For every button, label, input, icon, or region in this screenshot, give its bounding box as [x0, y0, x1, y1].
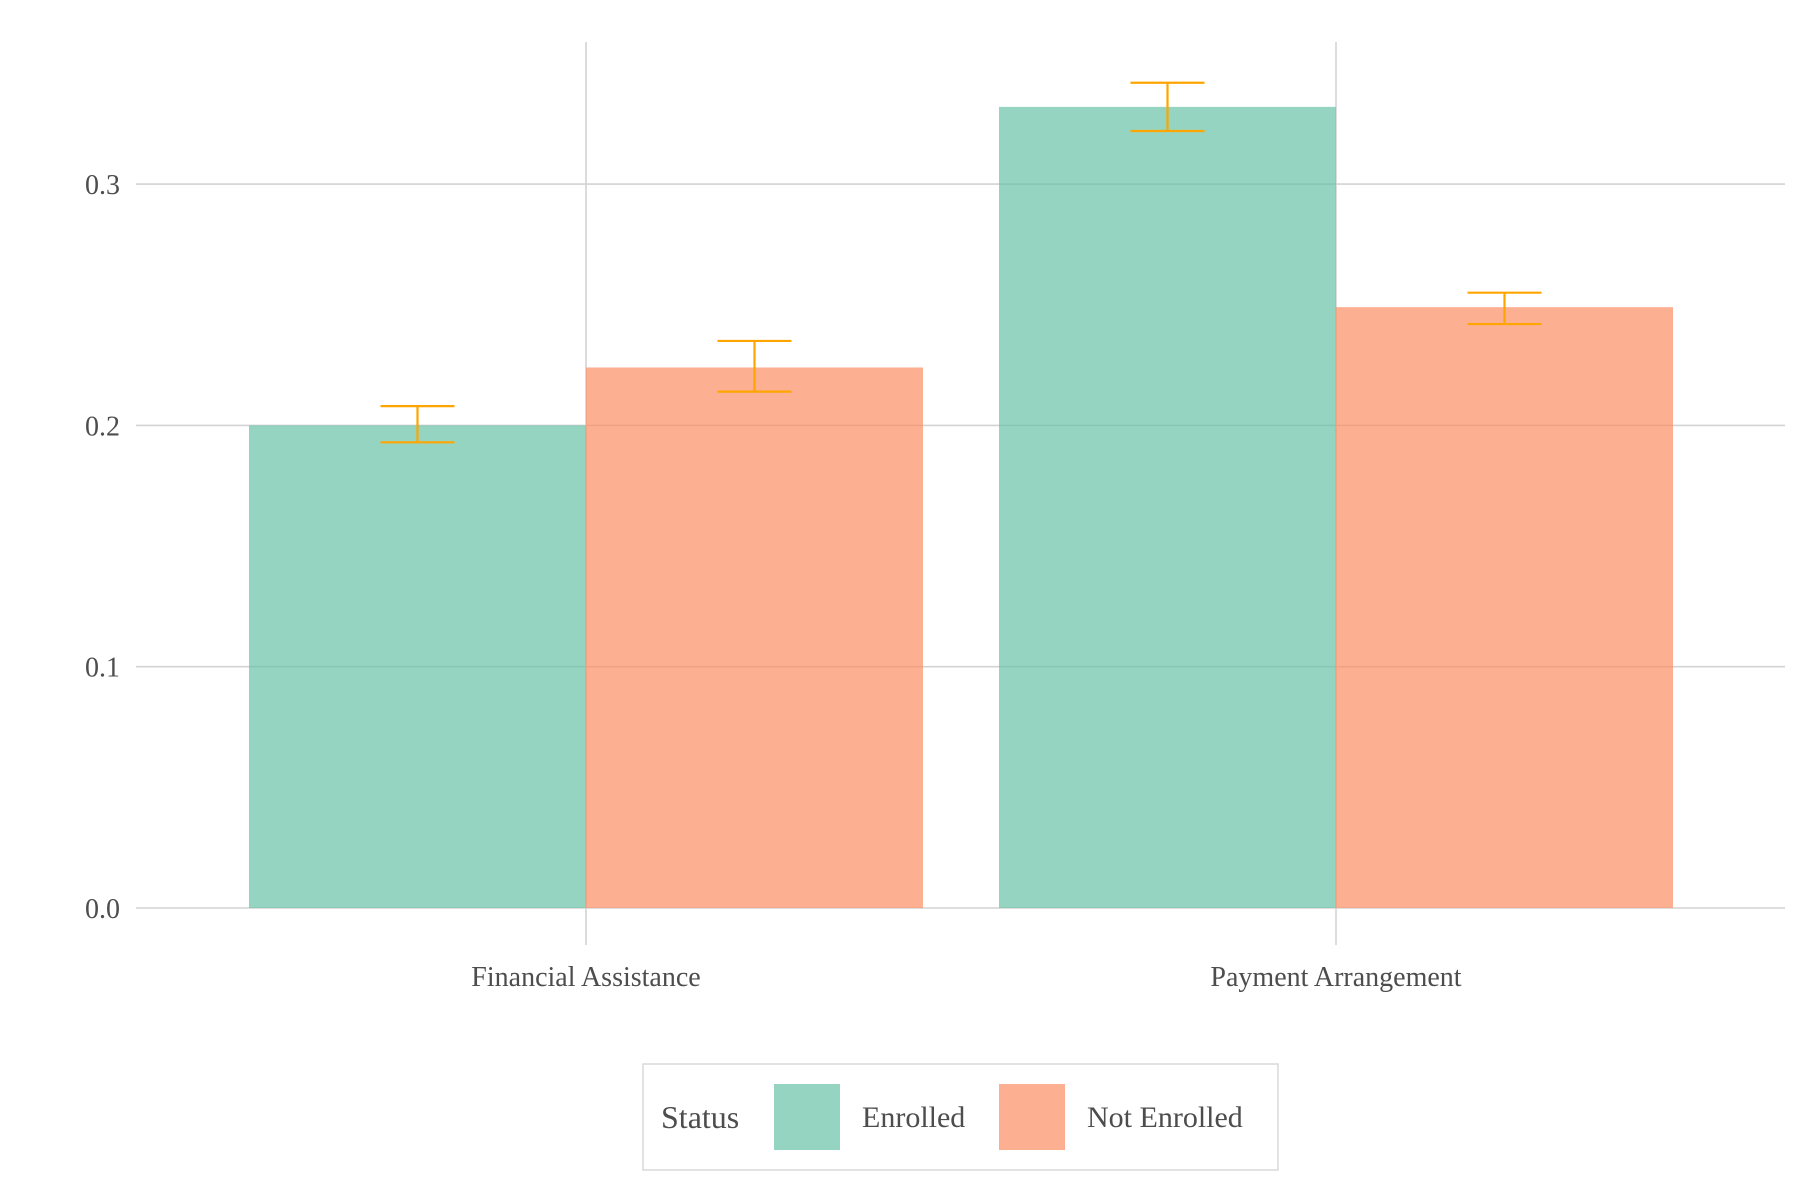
bar-enrolled [999, 106, 1336, 908]
y-tick-label: 0.3 [85, 170, 120, 201]
y-tick-label: 0.0 [85, 894, 120, 925]
y-tick-label: 0.1 [85, 653, 120, 684]
legend-box [642, 1063, 1279, 1171]
legend-label-not-enrolled: Not Enrolled [1087, 1101, 1243, 1134]
x-axis-tick-labels: Financial Assistance Payment Arrangement [471, 962, 1461, 993]
bar-not-enrolled [1336, 307, 1673, 909]
y-tick-label: 0.2 [85, 411, 120, 442]
legend-title: Status [661, 1099, 739, 1135]
y-axis-tick-labels: 0.0 0.1 0.2 0.3 [85, 170, 120, 925]
legend-label-enrolled: Enrolled [862, 1101, 965, 1134]
x-tick-label: Financial Assistance [471, 962, 700, 993]
legend-key-not-enrolled [999, 1084, 1065, 1150]
error-bars [380, 81, 1542, 444]
legend-key-enrolled [774, 1084, 840, 1150]
bar-not-enrolled [586, 367, 923, 908]
legend: Status Enrolled Not Enrolled [642, 1063, 1279, 1171]
bar-enrolled [249, 425, 586, 908]
x-tick-label: Payment Arrangement [1210, 962, 1461, 993]
bars [249, 106, 1673, 909]
